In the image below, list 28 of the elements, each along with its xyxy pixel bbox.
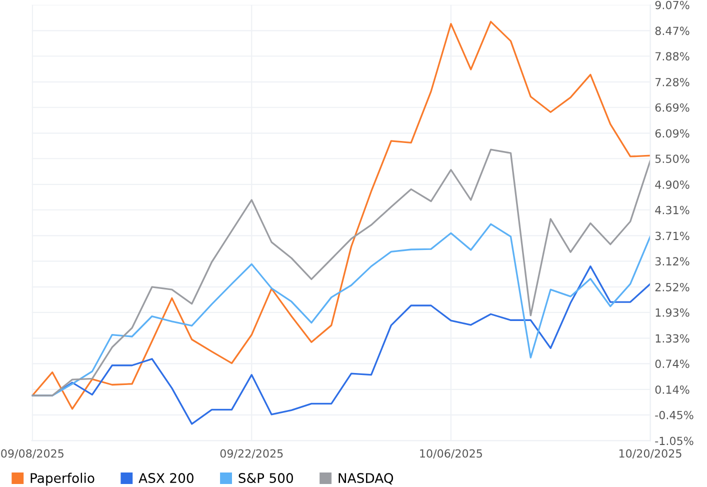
line-series <box>32 20 650 410</box>
legend-label: NASDAQ <box>338 473 394 485</box>
legend-label: Paperfolio <box>30 472 94 486</box>
y-tick-label: 1.33% <box>656 334 690 343</box>
y-tick-label: 3.71% <box>655 232 690 240</box>
y-tick-label: 4.31% <box>655 206 690 214</box>
y-tick-label: 6.69% <box>655 103 690 112</box>
y-tick-label: 0.14% <box>655 385 690 394</box>
y-tick-label: -1.05% <box>655 436 694 446</box>
line-series <box>32 148 650 396</box>
y-tick-label: 1.93% <box>656 308 690 317</box>
x-tick-label: 10/06/2025 <box>420 449 482 459</box>
y-tick-label: 4.90% <box>655 180 690 189</box>
y-tick-label: 0.74% <box>655 360 690 368</box>
y-tick-label: -0.45% <box>655 410 694 420</box>
y-tick-label: 7.88% <box>656 52 690 60</box>
y-tick-label: 2.52% <box>655 282 690 292</box>
y-tick-label: 9.07% <box>655 0 690 10</box>
y-tick-label: 8.47% <box>655 26 690 36</box>
y-tick-label: 6.09% <box>655 129 690 138</box>
y-tick-label: 3.12% <box>655 257 690 266</box>
legend-label: S&P 500 <box>238 473 294 484</box>
x-tick-label: 10/20/2025 <box>619 449 682 459</box>
x-tick-label: 09/22/2025 <box>220 449 283 459</box>
x-tick-label: 09/08/2025 <box>1 449 64 459</box>
legend-label: ASX 200 <box>138 473 194 484</box>
y-tick-label: 7.28% <box>656 78 690 86</box>
y-tick-label: 5.50% <box>655 154 690 164</box>
